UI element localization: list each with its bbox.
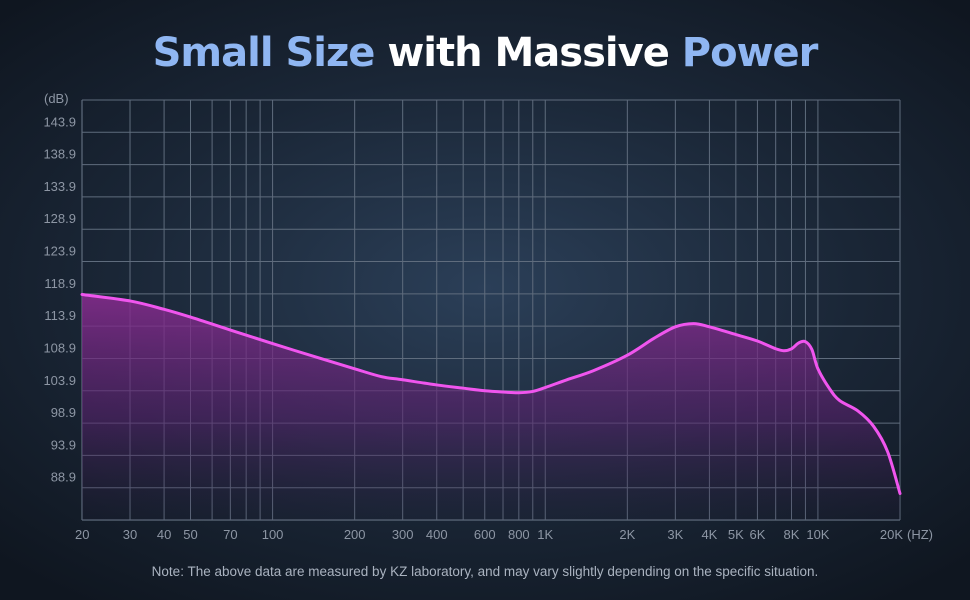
footnote: Note: The above data are measured by KZ … <box>151 564 819 579</box>
x-tick-label: 10K <box>806 527 829 542</box>
x-tick-label: 100 <box>262 527 284 542</box>
x-tick-label: 400 <box>426 527 448 542</box>
title-part-2: with Massive <box>374 30 682 76</box>
y-axis-ticks: 88.9 93.9 98.9 103.9 108.9 113.9 118.9 123.9 128… <box>43 114 76 484</box>
y-tick-label: 118.9 <box>44 276 76 291</box>
y-tick-label: 113.9 <box>44 308 76 323</box>
x-tick-label: 40 <box>157 527 171 542</box>
y-tick-label: 123.9 <box>43 244 76 259</box>
x-tick-label: 200 <box>344 527 366 542</box>
x-tick-label: 20K <box>880 527 903 542</box>
x-tick-label: 800 <box>508 527 530 542</box>
x-tick-label: 600 <box>474 527 496 542</box>
x-axis-ticks: 20 30 40 50 70 100 200 300 400 600 800 1K 2K 3K 4K 5K 6K… <box>75 527 903 542</box>
y-tick-label: 138.9 <box>43 147 76 162</box>
x-tick-label: 300 <box>392 527 414 542</box>
x-tick-label: 20 <box>75 527 89 542</box>
y-tick-label: 93.9 <box>51 437 76 452</box>
y-tick-label: 88.9 <box>51 470 76 485</box>
x-tick-label: 8K <box>784 527 800 542</box>
x-tick-label: 5K <box>728 527 744 542</box>
x-tick-label: 1K <box>537 527 553 542</box>
y-tick-label: 128.9 <box>43 211 76 226</box>
title-part-3: Power <box>681 30 819 76</box>
y-tick-label: 98.9 <box>51 405 76 420</box>
x-axis-label: (HZ) <box>907 527 933 542</box>
x-tick-label: 50 <box>183 527 197 542</box>
y-tick-label: 108.9 <box>43 340 76 355</box>
response-curve <box>80 292 902 496</box>
page-title: Small Size with Massive Power <box>0 30 970 76</box>
x-tick-label: 3K <box>667 527 683 542</box>
x-tick-label: 4K <box>701 527 717 542</box>
y-tick-label: 103.9 <box>43 373 76 388</box>
title-part-1: Small Size <box>152 30 376 76</box>
x-tick-label: 6K <box>749 527 765 542</box>
y-tick-label: 133.9 <box>43 179 76 194</box>
y-tick-label: 143.9 <box>43 114 76 129</box>
x-tick-label: 70 <box>223 527 237 542</box>
x-tick-label: 2K <box>619 527 635 542</box>
y-axis-label: (dB) <box>44 91 69 106</box>
response-area <box>82 294 900 520</box>
x-tick-label: 30 <box>123 527 137 542</box>
